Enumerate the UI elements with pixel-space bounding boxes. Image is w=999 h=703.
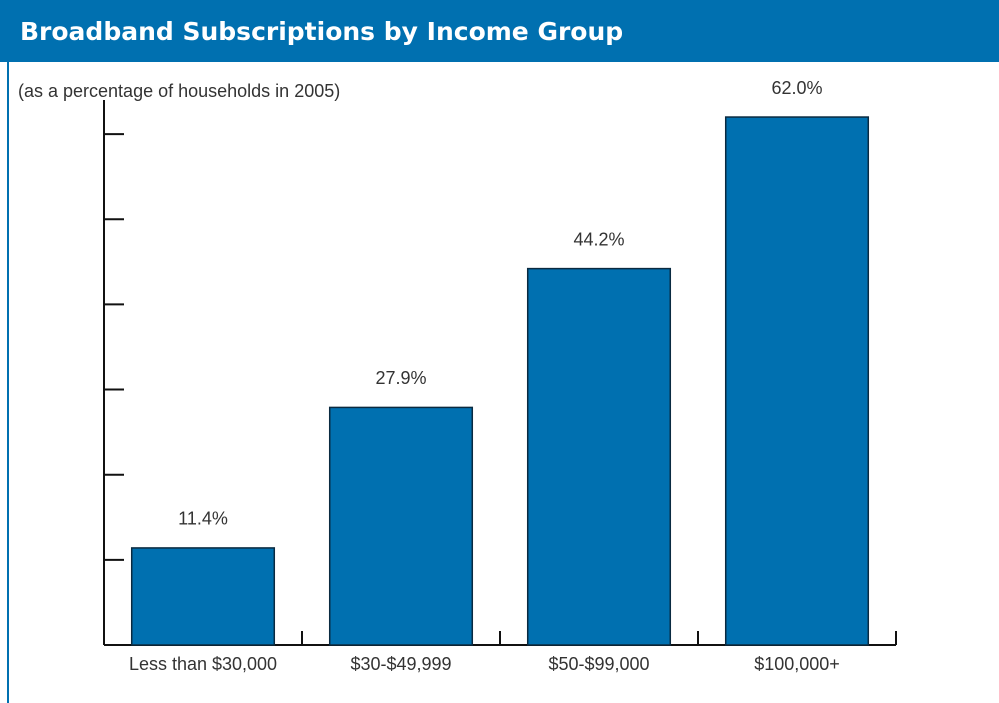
x-tick-label: $50-$99,000 [548,654,649,674]
bar [328,406,474,646]
chart-subtitle: (as a percentage of households in 2005) [18,81,340,101]
value-label: 44.2% [573,229,624,249]
left-border [7,62,9,703]
value-label: 11.4% [178,509,228,529]
chart-title: Broadband Subscriptions by Income Group [20,17,623,46]
bar [526,267,672,646]
bar [724,116,870,646]
x-tick-label: Less than $30,000 [129,654,277,674]
value-label: 62.0% [771,78,822,98]
value-label: 27.9% [375,368,426,388]
x-tick-label: $100,000+ [754,654,840,674]
header-bar [0,0,999,62]
bar [130,547,276,646]
x-tick-label: $30-$49,999 [350,654,451,674]
